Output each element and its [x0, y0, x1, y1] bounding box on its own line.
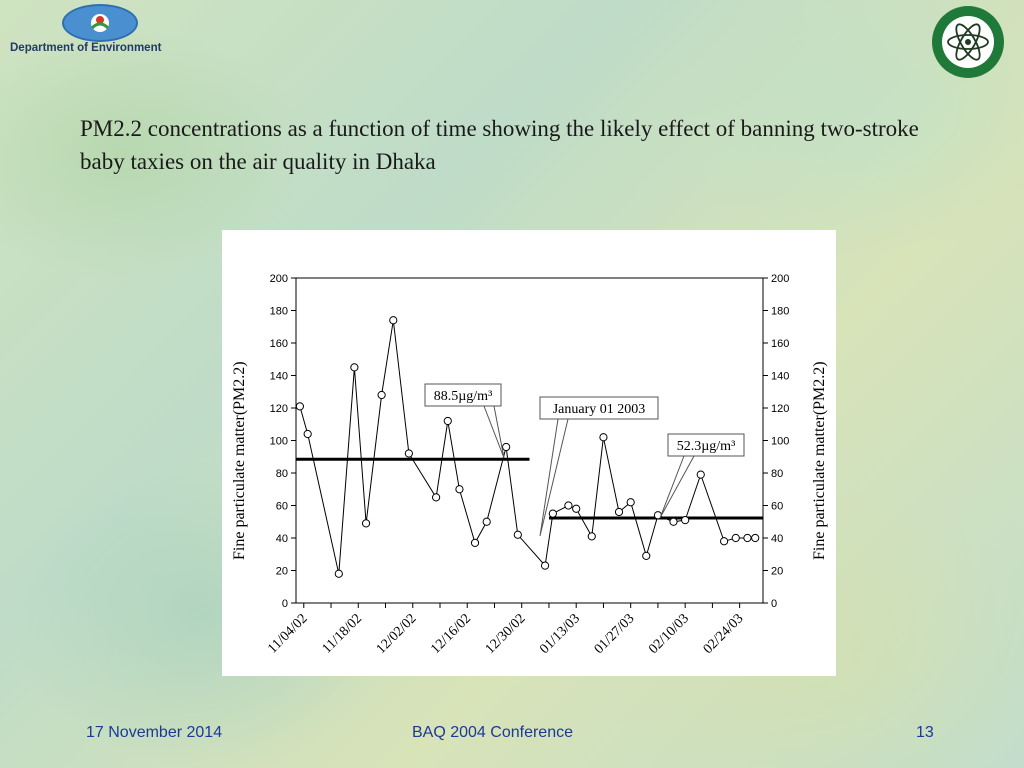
- x-tick-label: 01/27/03: [592, 611, 638, 657]
- y-tick-label-left: 20: [276, 566, 288, 578]
- data-point: [696, 470, 705, 479]
- y-tick-label-left: 140: [270, 371, 288, 383]
- data-point: [743, 533, 752, 543]
- annotation-box-date: [539, 396, 659, 420]
- annotation-box-avg-before: [424, 383, 502, 407]
- x-tick-label: 02/10/03: [646, 611, 692, 657]
- data-point: [455, 485, 464, 494]
- atomic-energy-commission-seal-icon: [930, 4, 1006, 80]
- y-axis-label-left: Fine particulate matter(PM2.2): [231, 361, 248, 560]
- y-tick-label-right: 80: [771, 468, 783, 480]
- data-point: [350, 363, 359, 372]
- y-tick-label-left: 0: [282, 598, 288, 610]
- annotation-pointer-avg-after: [659, 455, 695, 519]
- data-point: [443, 416, 452, 426]
- y-tick-label-right: 180: [771, 306, 789, 318]
- data-point: [614, 507, 624, 517]
- y-tick-label-left: 100: [270, 436, 288, 448]
- data-point: [564, 501, 573, 510]
- department-of-environment-logo: Department of Environment: [10, 2, 170, 60]
- x-tick-label: 02/24/03: [701, 611, 747, 657]
- y-tick-label-right: 120: [771, 403, 789, 415]
- data-point: [719, 537, 729, 546]
- data-point: [626, 498, 635, 507]
- data-point: [432, 493, 441, 502]
- x-tick-label: 12/02/02: [374, 611, 420, 657]
- data-point: [587, 532, 596, 541]
- x-tick-label: 11/04/02: [265, 611, 310, 656]
- slide-title: PM2.2 concentrations as a function of ti…: [80, 116, 919, 174]
- y-tick-label-right: 160: [771, 338, 789, 350]
- x-tick-label: 11/18/02: [320, 611, 365, 656]
- data-point: [642, 551, 651, 560]
- data-point: [572, 504, 581, 513]
- y-tick-label-right: 140: [771, 371, 789, 383]
- annotation-pointer-date: [539, 418, 569, 537]
- annotation-avg-before: 88.5µg/m³: [434, 389, 493, 404]
- data-point: [540, 561, 550, 570]
- data-point: [681, 516, 690, 525]
- data-point: [389, 316, 398, 325]
- y-tick-label-left: 40: [276, 533, 288, 545]
- data-point: [470, 538, 480, 547]
- y-tick-label-right: 100: [771, 436, 789, 448]
- y-tick-label-left: 60: [276, 501, 288, 513]
- x-tick-label: 12/30/02: [483, 611, 529, 657]
- footer-page-number: 13: [916, 724, 934, 741]
- y-tick-label-left: 180: [270, 306, 288, 318]
- y-tick-label-left: 200: [270, 273, 288, 285]
- y-tick-label-left: 120: [270, 403, 288, 415]
- logo-emblem-icon: [62, 4, 138, 42]
- y-tick-label-right: 40: [771, 533, 783, 545]
- footer-date: 17 November 2014: [86, 724, 223, 741]
- y-tick-label-right: 0: [771, 598, 777, 610]
- y-axis-label-right: Fine particulate matter(PM2.2): [811, 361, 828, 560]
- data-point: [361, 519, 371, 528]
- data-point: [377, 390, 386, 400]
- annotation-date: January 01 2003: [553, 402, 646, 417]
- data-point: [731, 533, 740, 543]
- data-point: [404, 449, 413, 458]
- data-point: [669, 517, 678, 526]
- data-point: [513, 530, 522, 539]
- pm-chart: 0 0 20 20 40 40 60 60 80 80 100 100 120 120 140 140 160 1…: [222, 230, 836, 676]
- y-tick-label-right: 60: [771, 501, 783, 513]
- data-point: [295, 402, 304, 411]
- x-tick-label: 12/16/02: [428, 611, 474, 657]
- y-tick-label-left: 80: [276, 468, 288, 480]
- org-name: Department of Environment: [10, 42, 162, 54]
- data-point: [502, 442, 511, 452]
- footer-event: BAQ 2004 Conference: [412, 724, 573, 741]
- annotation-box-avg-after: [667, 433, 745, 457]
- annotation-pointer-avg-before: [483, 405, 505, 459]
- data-point: [751, 533, 760, 543]
- x-tick-label: 01/13/03: [537, 611, 583, 657]
- data-point: [548, 509, 557, 518]
- data-point: [334, 569, 343, 578]
- data-point: [482, 517, 491, 526]
- y-tick-label-right: 20: [771, 566, 783, 578]
- annotation-avg-after: 52.3µg/m³: [677, 439, 736, 454]
- data-point: [599, 433, 608, 442]
- pm-chart-svg: 0 0 20 20 40 40 60 60 80 80 100 100 120 120 140 140 160 1…: [231, 273, 828, 657]
- data-point: [303, 429, 312, 439]
- y-tick-label-right: 200: [771, 273, 789, 285]
- y-tick-label-left: 160: [270, 338, 288, 350]
